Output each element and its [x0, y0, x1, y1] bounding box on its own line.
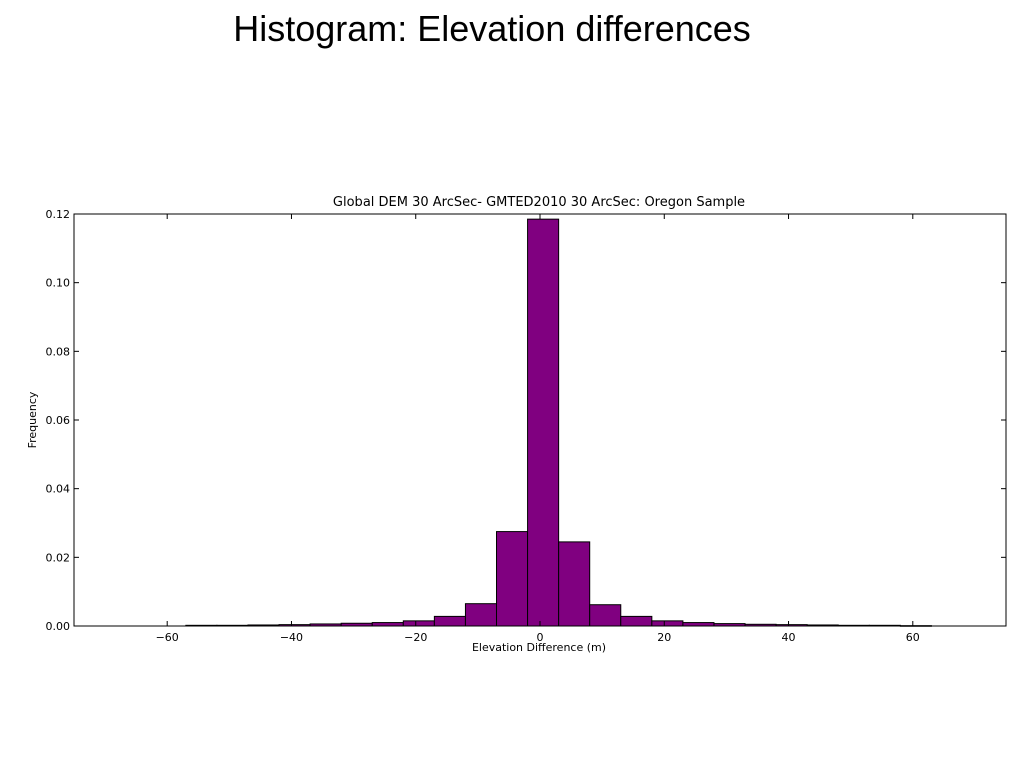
x-tick-label: −20	[404, 631, 427, 644]
histogram-bar	[371, 622, 404, 627]
y-tick-label: 0.06	[46, 414, 71, 427]
y-tick-label: 0.00	[46, 620, 71, 633]
y-tick-label: 0.12	[46, 208, 71, 221]
histogram-bar	[527, 218, 560, 627]
y-tick-label: 0.10	[46, 277, 71, 290]
chart-title: Global DEM 30 ArcSec- GMTED2010 30 ArcSe…	[333, 195, 745, 210]
y-axis-ticks: 0.00 0.02 0.04 0.06 0.08 0.10 0.12	[46, 208, 1006, 633]
histogram-bar	[682, 622, 715, 627]
x-tick-label: −60	[156, 631, 179, 644]
histogram-bar	[620, 615, 653, 627]
plot-frame	[73, 213, 1007, 627]
x-axis-ticks: −60 −40 −20 0 20 40 60	[156, 214, 920, 644]
histogram-bar	[433, 615, 466, 627]
x-tick-label: 0	[537, 631, 544, 644]
x-axis-label: Elevation Difference (m)	[472, 641, 606, 654]
histogram-bar	[496, 531, 529, 627]
histogram-bars	[185, 218, 932, 627]
histogram-bar	[558, 541, 591, 627]
x-tick-label: −40	[280, 631, 303, 644]
histogram-bar	[402, 620, 435, 627]
y-tick-label: 0.02	[46, 551, 71, 564]
y-tick-label: 0.04	[46, 483, 71, 496]
histogram-bar	[651, 620, 684, 627]
histogram-bar	[464, 603, 498, 627]
histogram-bar	[589, 604, 622, 627]
y-axis-label: Frequency	[26, 391, 39, 448]
x-tick-label: 20	[657, 631, 671, 644]
y-tick-label: 0.08	[46, 345, 71, 358]
slide-title: Histogram: Elevation differences	[233, 8, 751, 49]
x-tick-label: 40	[782, 631, 796, 644]
x-tick-label: 60	[906, 631, 920, 644]
